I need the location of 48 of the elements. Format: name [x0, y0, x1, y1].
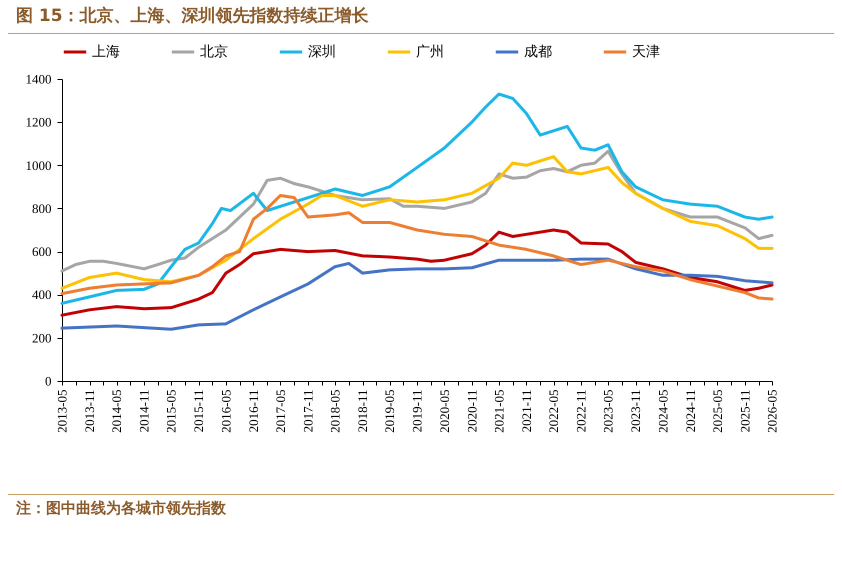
line-series — [60, 228, 774, 317]
x-tick-label: 2017-11 — [300, 390, 316, 432]
legend-label: 上海 — [92, 44, 120, 60]
y-tick-label: 1400 — [26, 72, 52, 86]
x-tick-label: 2017-05 — [272, 390, 288, 433]
x-tick-label: 2013-05 — [54, 390, 70, 433]
x-tick-label: 2023-05 — [600, 390, 616, 433]
x-tick-label: 2023-11 — [628, 390, 644, 432]
legend-label: 深圳 — [308, 44, 336, 60]
legend-label: 广州 — [416, 44, 444, 60]
line-series — [60, 258, 774, 331]
y-tick-label: 800 — [32, 200, 52, 216]
x-tick-label: 2026-05 — [764, 390, 780, 433]
x-tick-label: 2015-05 — [164, 390, 179, 433]
x-tick-label: 2024-05 — [655, 390, 670, 433]
y-tick-label: 1200 — [26, 114, 52, 130]
x-tick-label: 2018-05 — [328, 390, 343, 433]
y-tick-label: 400 — [32, 287, 52, 302]
y-tick-label: 1000 — [26, 158, 52, 173]
x-tick-label: 2016-05 — [218, 390, 234, 433]
x-tick-label: 2016-11 — [246, 390, 261, 432]
x-tick-label: 2013-11 — [82, 390, 98, 432]
x-tick-label: 2021-05 — [491, 390, 506, 433]
x-tick-label: 2019-11 — [410, 390, 425, 432]
x-tick-label: 2022-11 — [574, 390, 589, 432]
x-tick-label: 2014-11 — [136, 390, 152, 432]
x-tick-label: 2025-05 — [710, 390, 725, 433]
x-tick-label: 2022-05 — [546, 390, 562, 433]
x-tick-label: 2019-05 — [382, 390, 398, 433]
y-tick-label: 0 — [45, 374, 52, 388]
x-tick-label: 2025-11 — [737, 390, 752, 432]
x-tick-label: 2020-05 — [436, 390, 452, 433]
x-tick-label: 2014-05 — [109, 390, 124, 433]
line-series — [60, 194, 774, 301]
chart-title: 图 15：北京、上海、深圳领先指数持续正增长 — [8, 0, 834, 34]
x-tick-label: 2024-11 — [682, 390, 698, 432]
x-tick-label: 2020-11 — [464, 390, 480, 432]
legend-label: 北京 — [200, 44, 228, 60]
legend-label: 成都 — [524, 44, 552, 60]
x-tick-label: 2015-11 — [191, 390, 206, 432]
text: 注：图中曲线为各城市领先指数 — [16, 499, 227, 518]
y-tick-label: 600 — [32, 244, 52, 260]
x-tick-label: 2018-11 — [355, 390, 370, 432]
x-tick-label: 2021-11 — [518, 390, 534, 432]
y-tick-label: 200 — [32, 330, 52, 346]
line-series — [60, 92, 774, 305]
legend-label: 天津 — [632, 44, 660, 60]
line-series — [60, 155, 774, 290]
